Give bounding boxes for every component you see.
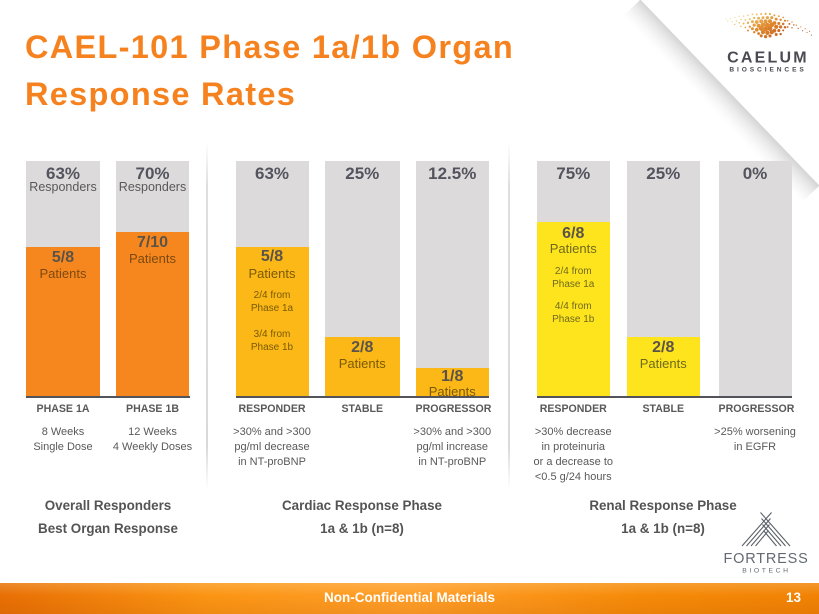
svg-text:CAELUM: CAELUM xyxy=(727,50,809,67)
svg-text:FORTRESS: FORTRESS xyxy=(723,551,808,567)
svg-text:BIOSCIENCES: BIOSCIENCES xyxy=(729,67,806,74)
svg-text:BIOTECH: BIOTECH xyxy=(742,568,790,575)
